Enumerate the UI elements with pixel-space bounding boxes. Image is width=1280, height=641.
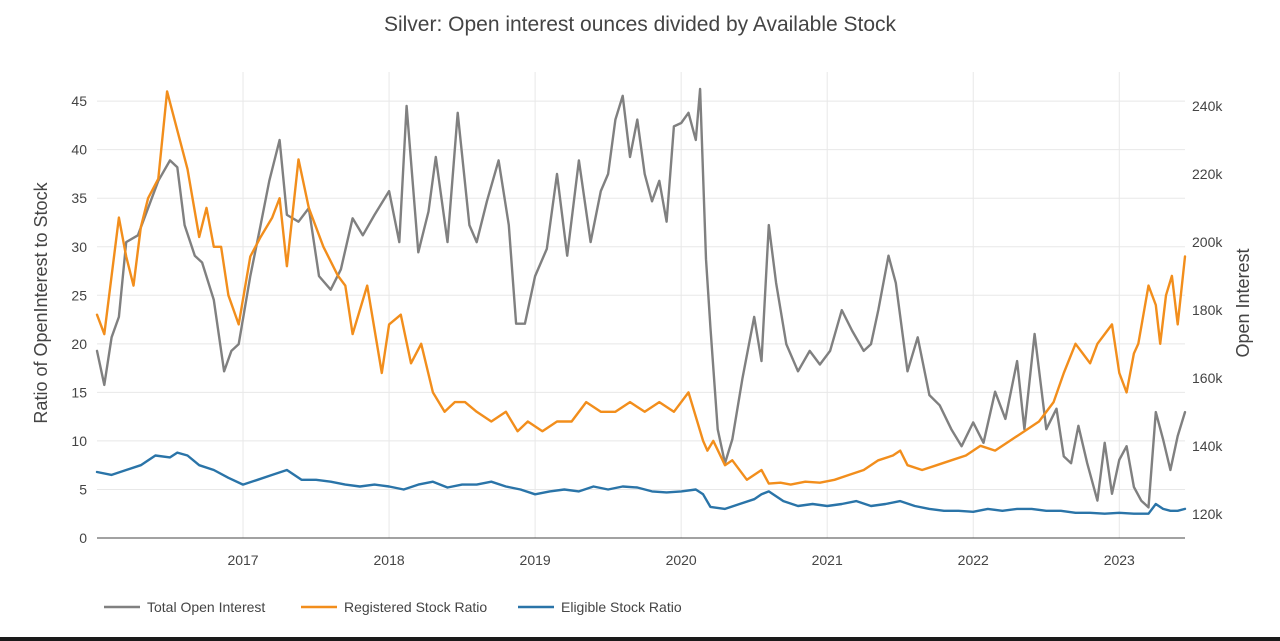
legend-label: Eligible Stock Ratio [561, 599, 682, 615]
legend: Total Open Interest Registered Stock Rati… [104, 599, 682, 615]
y2-tick-label: 140k [1192, 438, 1223, 454]
y-tick-label: 35 [71, 190, 87, 206]
x-tick-label: 2018 [374, 552, 405, 568]
y-tick-label: 10 [71, 433, 87, 449]
y-tick-label: 15 [71, 384, 87, 400]
y-tick-label: 40 [71, 142, 87, 158]
bottom-border [0, 637, 1280, 641]
y-tick-label: 45 [71, 93, 87, 109]
y2-tick-label: 160k [1192, 370, 1223, 386]
y2-tick-label: 200k [1192, 234, 1223, 250]
series-lines [95, 87, 1187, 515]
y2-tick-label: 220k [1192, 166, 1223, 182]
y-tick-label: 25 [71, 287, 87, 303]
y-axis-title: Ratio of OpenInterest to Stock [31, 181, 51, 423]
y-tick-label: 20 [71, 336, 87, 352]
chart-title: Silver: Open interest ounces divided by … [384, 13, 897, 36]
y-tick-label: 0 [79, 530, 87, 546]
grid [97, 72, 1185, 539]
y2-tick-label: 180k [1192, 302, 1223, 318]
legend-label: Total Open Interest [147, 599, 265, 615]
x-tick-label: 2023 [1104, 552, 1135, 568]
y-tick-label: 30 [71, 239, 87, 255]
y-tick-label: 5 [79, 481, 87, 497]
registered-stock-ratio-line [95, 90, 1187, 486]
axes: 2017 2018 2019 2020 2021 2022 2023 0 5 10 15 20 25 30… [71, 93, 1223, 568]
x-tick-label: 2020 [666, 552, 697, 568]
x-tick-label: 2019 [520, 552, 551, 568]
x-tick-label: 2022 [958, 552, 989, 568]
x-tick-label: 2021 [812, 552, 843, 568]
total-open-interest-line [95, 87, 1187, 509]
x-tick-label: 2017 [227, 552, 258, 568]
y2-tick-label: 120k [1192, 506, 1223, 522]
y2-tick-label: 240k [1192, 98, 1223, 114]
y2-axis-title: Open Interest [1233, 248, 1253, 357]
legend-label: Registered Stock Ratio [344, 599, 487, 615]
eligible-stock-ratio-line [95, 451, 1187, 515]
